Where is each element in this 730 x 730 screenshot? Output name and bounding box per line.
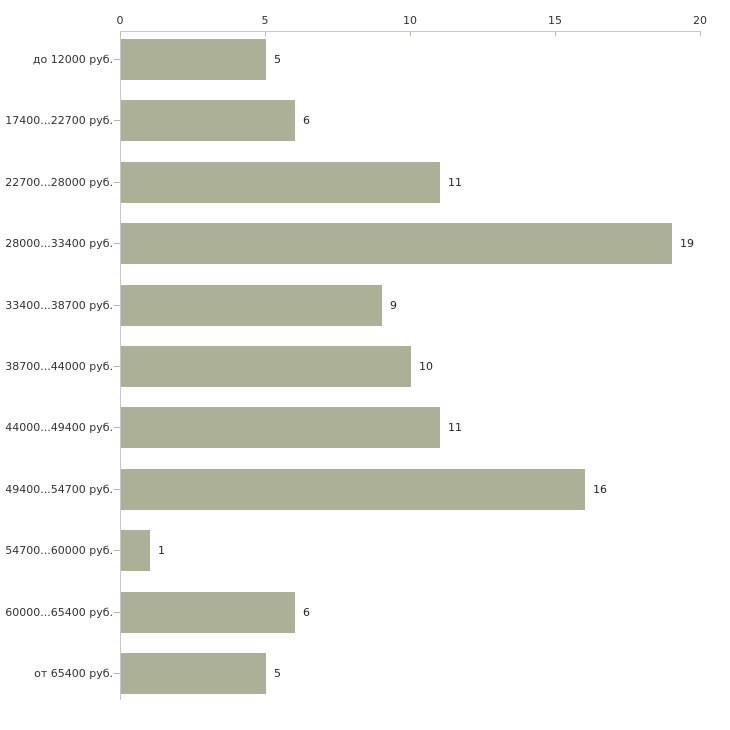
y-axis-line: [120, 31, 121, 700]
bar-track: 11: [121, 407, 701, 449]
value-label: 6: [303, 114, 310, 128]
category-tick-mark: [114, 181, 120, 183]
category-label: 54700...60000 руб.: [5, 544, 113, 558]
bar-rows: до 12000 руб. 5 17400...22700 руб. 6 227…: [0, 39, 730, 714]
x-tick-mark: [700, 32, 701, 36]
x-tick-mark: [120, 32, 121, 36]
category-tick-mark: [114, 550, 120, 552]
x-tick-label: 10: [403, 14, 417, 27]
bar: [121, 345, 411, 387]
bar-row: 17400...22700 руб. 6: [0, 100, 730, 161]
bar-row: 28000...33400 руб. 19: [0, 223, 730, 284]
x-tick-label: 15: [548, 14, 562, 27]
x-tick-mark: [555, 32, 556, 36]
bar-track: 5: [121, 39, 701, 80]
category-label: 17400...22700 руб.: [5, 114, 113, 128]
bar-row: до 12000 руб. 5: [0, 39, 730, 100]
bar: [121, 39, 266, 80]
bar: [121, 530, 150, 572]
value-label: 19: [680, 237, 694, 251]
bar: [121, 652, 266, 694]
bar-row: 60000...65400 руб. 6: [0, 591, 730, 653]
bar-row: 44000...49400 руб. 11: [0, 407, 730, 468]
bar-track: 1: [121, 530, 701, 572]
category-label: 38700...44000 руб.: [5, 359, 113, 373]
value-label: 5: [274, 666, 281, 680]
bar-row: 54700...60000 руб. 1: [0, 530, 730, 591]
bar: [121, 100, 295, 142]
bar-row: от 65400 руб. 5: [0, 652, 730, 714]
x-tick-label: 0: [116, 14, 124, 27]
category-label: 33400...38700 руб.: [5, 298, 113, 312]
bar-row: 33400...38700 руб. 9: [0, 284, 730, 346]
bar: [121, 284, 382, 326]
category-label: 22700...28000 руб.: [5, 175, 113, 189]
bar-row: 38700...44000 руб. 10: [0, 345, 730, 407]
bar-track: 6: [121, 591, 701, 633]
bar: [121, 591, 295, 633]
category-tick-mark: [114, 59, 120, 60]
bar-track: 6: [121, 100, 701, 142]
value-label: 5: [274, 53, 281, 66]
value-label: 10: [419, 359, 433, 373]
x-tick-mark: [265, 32, 266, 36]
category-label: 28000...33400 руб.: [5, 237, 113, 251]
category-tick-mark: [114, 304, 120, 306]
category-tick-mark: [114, 365, 120, 367]
x-axis-ticks: 0 5 10 15 20: [116, 0, 707, 40]
value-label: 6: [303, 605, 310, 619]
category-label: до 12000 руб.: [32, 53, 113, 66]
x-axis-line: [120, 31, 701, 32]
value-label: 11: [448, 175, 462, 189]
bar: [121, 223, 672, 265]
value-label: 16: [593, 482, 607, 496]
value-label: 11: [448, 421, 462, 435]
category-tick-mark: [114, 488, 120, 490]
category-label: от 65400 руб.: [34, 666, 113, 680]
category-label: 44000...49400 руб.: [5, 421, 113, 435]
category-tick-mark: [114, 120, 120, 122]
x-tick-mark: [410, 32, 411, 36]
bar: [121, 407, 440, 449]
bar-row: 49400...54700 руб. 16: [0, 468, 730, 530]
bar-track: 11: [121, 161, 701, 203]
category-label: 60000...65400 руб.: [5, 605, 113, 619]
x-tick-label: 5: [261, 14, 269, 27]
category-tick-mark: [114, 243, 120, 245]
bar: [121, 468, 585, 510]
bar-track: 5: [121, 652, 701, 694]
bar-track: 19: [121, 223, 701, 265]
bar-track: 16: [121, 468, 701, 510]
value-label: 9: [390, 298, 397, 312]
value-label: 1: [158, 544, 165, 558]
bar-row: 22700...28000 руб. 11: [0, 161, 730, 223]
bar-track: 9: [121, 284, 701, 326]
category-label: 49400...54700 руб.: [5, 482, 113, 496]
category-tick-mark: [114, 611, 120, 613]
x-tick-label: 20: [693, 14, 707, 27]
category-tick-mark: [114, 672, 120, 674]
category-tick-mark: [114, 427, 120, 429]
bar-track: 10: [121, 345, 701, 387]
bar: [121, 161, 440, 203]
